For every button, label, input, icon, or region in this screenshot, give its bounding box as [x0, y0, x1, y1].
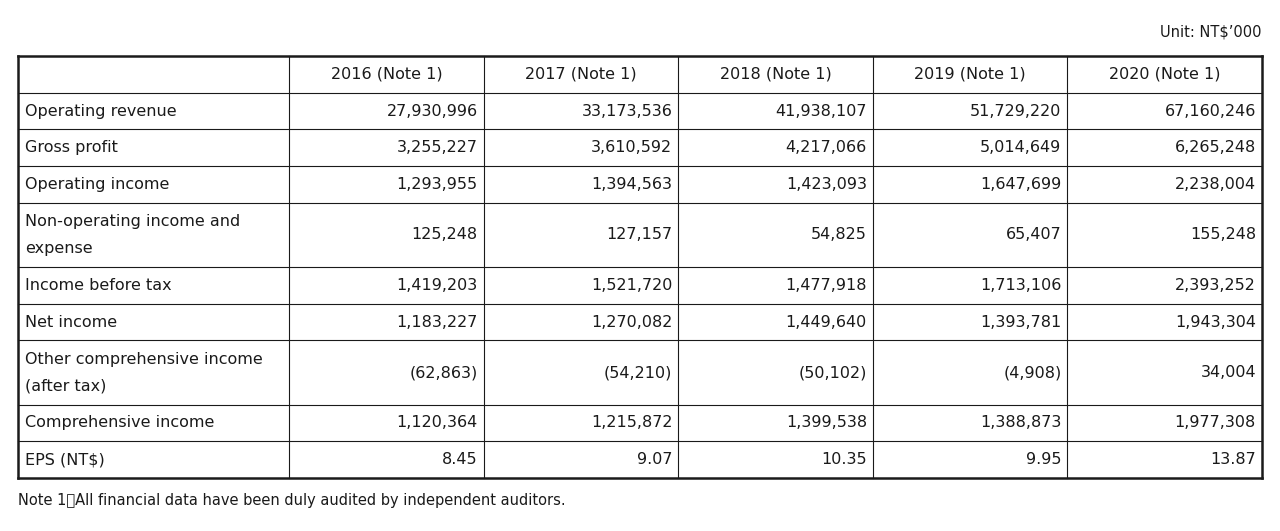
Text: 1,943,304: 1,943,304: [1175, 314, 1256, 330]
Text: 5,014,649: 5,014,649: [980, 140, 1061, 155]
Text: 2018 (Note 1): 2018 (Note 1): [719, 67, 832, 82]
Text: 1,394,563: 1,394,563: [591, 177, 672, 192]
Text: 10.35: 10.35: [822, 452, 867, 467]
Text: 1,399,538: 1,399,538: [786, 415, 867, 431]
Text: 67,160,246: 67,160,246: [1165, 104, 1256, 118]
Text: Other comprehensive income: Other comprehensive income: [26, 352, 262, 366]
Text: 1,521,720: 1,521,720: [591, 278, 672, 293]
Text: (4,908): (4,908): [1004, 365, 1061, 380]
Text: 3,610,592: 3,610,592: [591, 140, 672, 155]
Text: 2020 (Note 1): 2020 (Note 1): [1108, 67, 1220, 82]
Text: 9.95: 9.95: [1027, 452, 1061, 467]
Text: 1,419,203: 1,419,203: [397, 278, 477, 293]
Text: (62,863): (62,863): [410, 365, 477, 380]
Text: 9.07: 9.07: [637, 452, 672, 467]
Text: 2,238,004: 2,238,004: [1175, 177, 1256, 192]
Text: 13.87: 13.87: [1211, 452, 1256, 467]
Text: Net income: Net income: [26, 314, 118, 330]
Text: 51,729,220: 51,729,220: [970, 104, 1061, 118]
Text: 33,173,536: 33,173,536: [581, 104, 672, 118]
Text: 1,713,106: 1,713,106: [980, 278, 1061, 293]
Text: 4,217,066: 4,217,066: [786, 140, 867, 155]
Text: 34,004: 34,004: [1201, 365, 1256, 380]
Text: 27,930,996: 27,930,996: [387, 104, 477, 118]
Text: Income before tax: Income before tax: [26, 278, 172, 293]
Text: 6,265,248: 6,265,248: [1175, 140, 1256, 155]
Text: 1,393,781: 1,393,781: [980, 314, 1061, 330]
Text: expense: expense: [26, 241, 92, 256]
Text: 1,215,872: 1,215,872: [591, 415, 672, 431]
Text: 54,825: 54,825: [812, 227, 867, 242]
Text: 1,293,955: 1,293,955: [397, 177, 477, 192]
Text: 1,183,227: 1,183,227: [397, 314, 477, 330]
Text: Unit: NT$’000: Unit: NT$’000: [1161, 24, 1262, 39]
Text: Operating income: Operating income: [26, 177, 169, 192]
Text: 1,647,699: 1,647,699: [980, 177, 1061, 192]
Text: 41,938,107: 41,938,107: [776, 104, 867, 118]
Text: 1,120,364: 1,120,364: [397, 415, 477, 431]
Text: 2017 (Note 1): 2017 (Note 1): [525, 67, 637, 82]
Text: 65,407: 65,407: [1006, 227, 1061, 242]
Text: EPS (NT$): EPS (NT$): [26, 452, 105, 467]
Text: 1,449,640: 1,449,640: [786, 314, 867, 330]
Text: 8.45: 8.45: [442, 452, 477, 467]
Text: 1,388,873: 1,388,873: [980, 415, 1061, 431]
Text: Operating revenue: Operating revenue: [26, 104, 177, 118]
Text: 1,423,093: 1,423,093: [786, 177, 867, 192]
Text: 127,157: 127,157: [607, 227, 672, 242]
Text: 2019 (Note 1): 2019 (Note 1): [914, 67, 1027, 82]
Text: 155,248: 155,248: [1190, 227, 1256, 242]
Text: 3,255,227: 3,255,227: [397, 140, 477, 155]
Text: 125,248: 125,248: [412, 227, 477, 242]
Text: (50,102): (50,102): [799, 365, 867, 380]
Text: 1,270,082: 1,270,082: [591, 314, 672, 330]
Text: 1,477,918: 1,477,918: [786, 278, 867, 293]
Text: Gross profit: Gross profit: [26, 140, 118, 155]
Text: 1,977,308: 1,977,308: [1175, 415, 1256, 431]
Text: Comprehensive income: Comprehensive income: [26, 415, 214, 431]
Text: 2,393,252: 2,393,252: [1175, 278, 1256, 293]
Text: Non-operating income and: Non-operating income and: [26, 214, 241, 229]
Text: (after tax): (after tax): [26, 379, 106, 393]
Text: Note 1：All financial data have been duly audited by independent auditors.: Note 1：All financial data have been duly…: [18, 492, 566, 508]
Text: (54,210): (54,210): [604, 365, 672, 380]
Text: 2016 (Note 1): 2016 (Note 1): [330, 67, 443, 82]
